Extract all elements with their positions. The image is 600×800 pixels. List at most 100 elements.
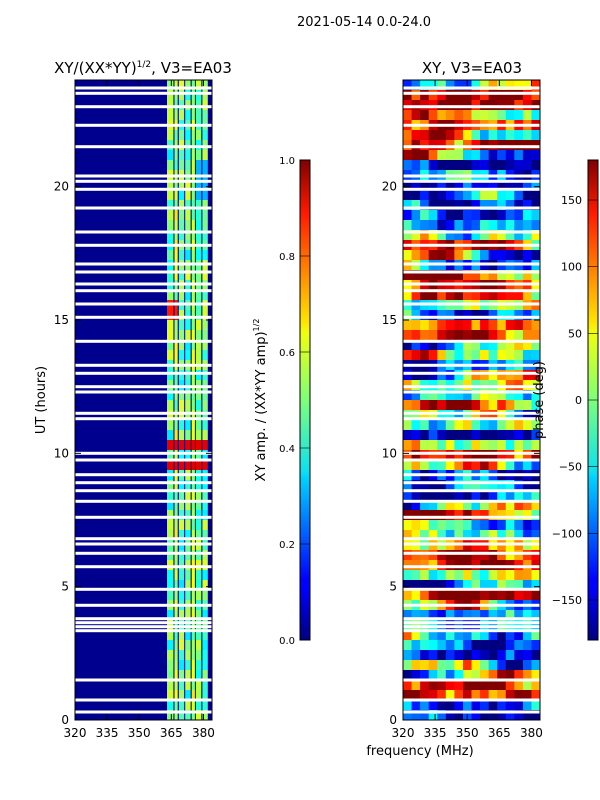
phase-cell: [522, 230, 532, 241]
phase-cell: [480, 250, 489, 261]
phase-cell: [445, 550, 455, 561]
amplitude-cell: [167, 460, 174, 470]
amplitude-cell: [178, 410, 185, 420]
phase-cell: [454, 640, 464, 651]
amplitude-cell: [191, 190, 195, 200]
flagged-row: [75, 174, 212, 178]
phase-cell: [403, 430, 412, 441]
amplitude-cell: [191, 200, 195, 210]
flagged-row: [403, 179, 540, 183]
flagged-row: [403, 385, 540, 389]
phase-cell: [514, 680, 524, 691]
phase-cell: [488, 150, 498, 161]
phase-cell: [514, 480, 524, 491]
phase-cell: [428, 460, 438, 471]
phase-cell: [437, 630, 447, 641]
phase-cell: [514, 660, 524, 671]
phase-cell: [403, 100, 412, 111]
phase-cell: [454, 330, 464, 341]
amplitude-cell: [191, 710, 195, 720]
amplitude-cell: [167, 310, 174, 320]
phase-cell: [514, 430, 524, 441]
amplitude-cell: [167, 440, 174, 450]
amplitude-cell: [185, 230, 191, 240]
phase-cell: [411, 440, 421, 451]
amplitude-cell: [174, 700, 178, 710]
phase-cell: [497, 570, 507, 581]
phase-cell: [488, 330, 498, 341]
phase-cell: [411, 530, 421, 541]
amplitude-cell: [167, 640, 174, 650]
phase-cell: [420, 200, 429, 211]
phase-cell: [403, 700, 412, 711]
phase-cell: [522, 690, 532, 701]
phase-cell: [437, 150, 447, 161]
phase-cell: [420, 390, 429, 401]
amplitude-cell: [178, 550, 185, 560]
phase-cell: [445, 490, 455, 501]
phase-cell: [514, 640, 524, 651]
phase-cell: [411, 680, 421, 691]
phase-cell: [531, 480, 540, 491]
amplitude-cell: [167, 670, 174, 680]
phase-cell: [428, 180, 438, 191]
phase-cell: [471, 330, 481, 341]
phase-cell: [462, 640, 472, 651]
amplitude-cell: [195, 510, 202, 520]
phase-cell: [428, 150, 438, 161]
amplitude-cell: [185, 490, 191, 500]
phase-cell: [471, 590, 481, 601]
phase-cell: [514, 150, 524, 161]
phase-cell: [462, 270, 472, 281]
amplitude-cell: [202, 700, 208, 710]
phase-cell: [514, 350, 524, 361]
amplitude-cell: [202, 550, 208, 560]
phase-cell: [454, 480, 464, 491]
flagged-row: [403, 451, 540, 455]
phase-cell: [462, 520, 472, 531]
phase-cell: [514, 400, 524, 411]
phase-cell: [471, 210, 481, 221]
phase-cell: [514, 550, 524, 561]
amplitude-cell: [191, 680, 195, 690]
phase-cell: [411, 110, 421, 121]
phase-cell: [445, 420, 455, 431]
phase-cell: [454, 210, 464, 221]
amplitude-cell: [202, 450, 208, 460]
amplitude-cell: [178, 210, 185, 220]
phase-cell: [480, 90, 489, 101]
phase-cell: [531, 660, 540, 671]
amplitude-cell: [167, 80, 174, 90]
amplitude-cell: [167, 550, 174, 560]
amplitude-cell: [174, 640, 178, 650]
phase-cell: [505, 700, 515, 711]
phase-cell: [403, 250, 412, 261]
phase-cell: [403, 80, 412, 91]
phase-cell: [480, 450, 489, 461]
amplitude-cell: [167, 140, 174, 150]
phase-cell: [445, 390, 455, 401]
flagged-row: [403, 417, 540, 421]
phase-cell: [514, 270, 524, 281]
phase-cell: [437, 510, 447, 521]
phase-cell: [403, 660, 412, 671]
flagged-row: [75, 243, 212, 247]
phase-cell: [403, 380, 412, 391]
phase-cell: [428, 610, 438, 621]
phase-cell: [471, 290, 481, 301]
phase-cell: [522, 250, 532, 261]
amplitude-cell: [202, 460, 208, 470]
phase-cell: [428, 530, 438, 541]
phase-cell: [462, 320, 472, 331]
phase-cell: [462, 230, 472, 241]
phase-cell: [445, 130, 455, 141]
amplitude-cell: [174, 140, 178, 150]
amplitude-cell: [174, 350, 178, 360]
phase-cell: [522, 380, 532, 391]
phase-cell: [454, 620, 464, 631]
phase-cell: [462, 200, 472, 211]
phase-cell: [505, 370, 515, 381]
amplitude-cell: [195, 230, 202, 240]
amplitude-cell: [195, 520, 202, 530]
x-tick-label: 320: [392, 726, 415, 740]
